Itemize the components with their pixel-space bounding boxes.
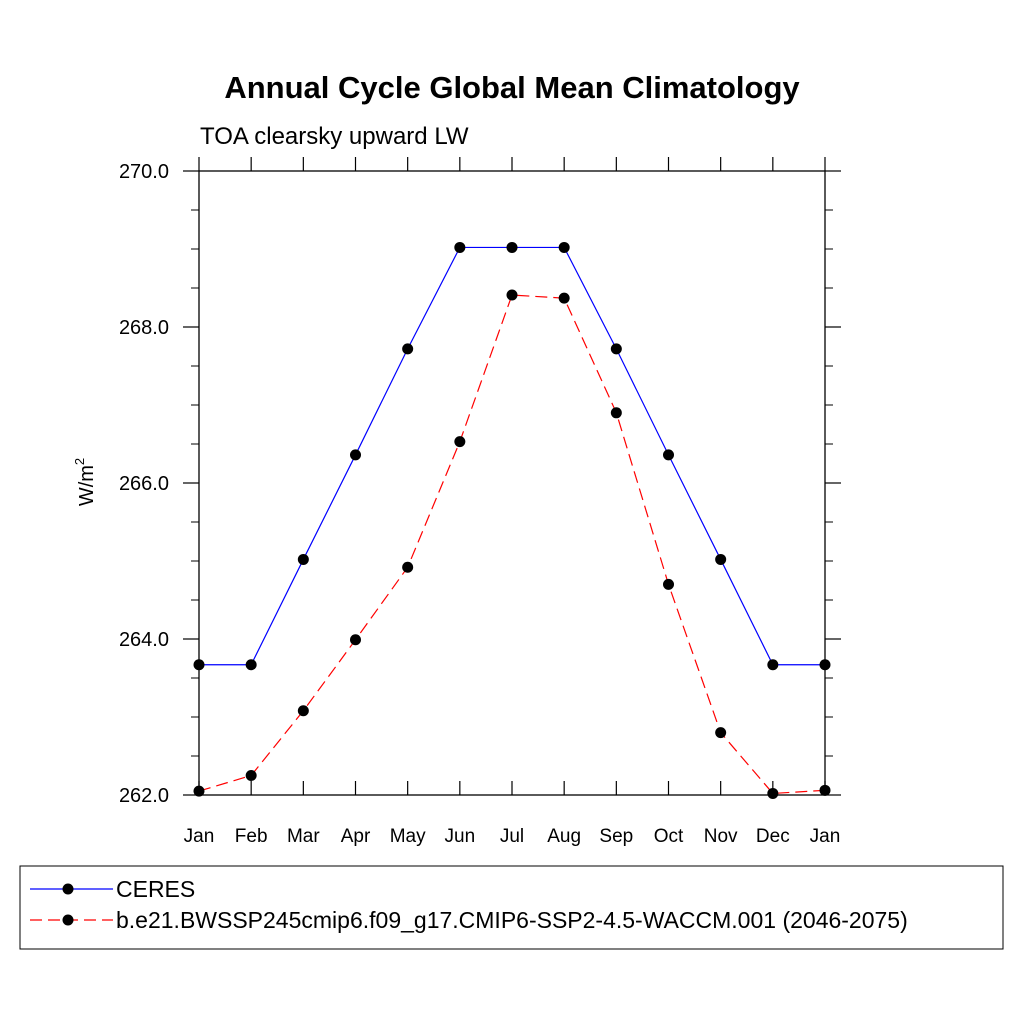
data-point (402, 561, 414, 573)
y-tick-label: 270.0 (119, 161, 169, 183)
y-axis-title: W/m2 (72, 458, 98, 506)
data-point (610, 343, 622, 355)
data-point (245, 659, 257, 671)
legend-item-1: CERES (30, 876, 195, 902)
x-tick-label: Oct (654, 826, 684, 847)
data-point (558, 241, 570, 253)
series-line (198, 294, 826, 795)
svg-text:W/m2: W/m2 (72, 458, 98, 506)
data-point (610, 407, 622, 419)
x-tick-label: Jul (500, 826, 524, 847)
data-point (819, 659, 831, 671)
data-point (715, 553, 727, 565)
data-point (663, 449, 674, 461)
legend-marker (62, 883, 74, 895)
y-tick-label: 268.0 (119, 317, 169, 339)
legend-item-2: b.e21.BWSSP245cmip6.f09_g17.CMIP6-SSP2-4… (30, 907, 908, 933)
y-axis-title-text: W/m (76, 465, 98, 506)
data-point (193, 785, 205, 797)
series-2 (193, 289, 831, 799)
series-layer (193, 241, 831, 799)
data-point (663, 578, 674, 590)
legend-box (19, 865, 1004, 950)
chart-subtitle: TOA clearsky upward LW (200, 123, 469, 150)
plot-frame (198, 170, 826, 796)
data-point (715, 727, 727, 739)
y-tick-label: 262.0 (119, 785, 169, 807)
data-point (767, 787, 779, 799)
x-tick-label: Jan (184, 826, 215, 847)
x-tick-label: Nov (704, 826, 738, 847)
legend-label: b.e21.BWSSP245cmip6.f09_g17.CMIP6-SSP2-4… (116, 907, 908, 933)
y-tick-label: 266.0 (119, 473, 169, 495)
legend: CERES b.e21.BWSSP245cmip6.f09_g17.CMIP6-S… (19, 865, 1004, 950)
x-tick-label: Jan (810, 826, 841, 847)
data-point (506, 289, 518, 301)
x-tick-label: Apr (341, 826, 371, 847)
data-point (245, 770, 257, 781)
y-axis-title-superscript: 2 (72, 458, 87, 465)
data-point (767, 659, 779, 671)
data-point (558, 292, 570, 304)
legend-label: CERES (116, 876, 195, 902)
x-tick-label: Aug (547, 826, 581, 847)
series-1 (193, 241, 831, 671)
legend-marker (62, 914, 74, 926)
data-point (402, 343, 414, 355)
x-tick-label: Feb (235, 826, 268, 847)
x-tick-label: Sep (599, 826, 633, 847)
x-tick-label: Dec (756, 826, 790, 847)
data-point (350, 449, 361, 461)
data-point (350, 634, 361, 646)
data-point (297, 705, 309, 717)
x-tick-label: Mar (287, 826, 320, 847)
data-point (454, 436, 466, 448)
data-point (454, 241, 466, 253)
x-tick-label: Jun (445, 826, 476, 847)
x-tick-label: May (390, 826, 426, 847)
series-line (199, 246, 825, 666)
chart-title: Annual Cycle Global Mean Climatology (224, 70, 800, 105)
data-point (819, 784, 831, 796)
plot-axes: Jan Feb Mar Apr May Jun Jul Aug Sep Oct Nov Dec Jan 2… (119, 157, 841, 847)
y-tick-label: 264.0 (119, 629, 169, 651)
data-point (297, 553, 309, 565)
data-point (193, 659, 205, 671)
data-point (506, 241, 518, 253)
